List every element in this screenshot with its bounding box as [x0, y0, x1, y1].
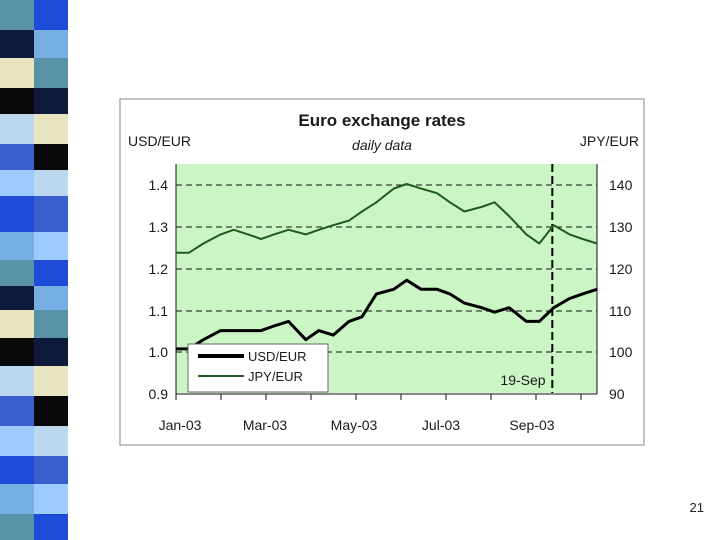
- strip-block: [34, 58, 68, 88]
- strip-block: [34, 338, 68, 366]
- legend-label: JPY/EUR: [248, 369, 303, 384]
- strip-block: [34, 426, 68, 456]
- slide-number: 21: [689, 500, 704, 515]
- y-axis-label-left: USD/EUR: [128, 133, 191, 149]
- x-tick-label: Jul-03: [422, 417, 460, 433]
- strip-block: [0, 58, 34, 88]
- strip-block: [0, 114, 34, 144]
- strip-block: [34, 484, 68, 514]
- strip-block: [34, 114, 68, 144]
- strip-block: [0, 366, 34, 396]
- strip-block: [0, 310, 34, 338]
- strip-block: [0, 196, 34, 232]
- chart-title: Euro exchange rates: [298, 111, 465, 130]
- strip-block: [0, 484, 34, 514]
- strip-block: [34, 88, 68, 114]
- x-tick-label: Mar-03: [243, 417, 288, 433]
- strip-block: [0, 30, 34, 58]
- y-tick-label-right: 110: [609, 303, 632, 319]
- strip-block: [0, 456, 34, 484]
- strip-block: [0, 514, 34, 540]
- y-tick-label-left: 1.2: [149, 261, 169, 277]
- strip-block: [34, 170, 68, 196]
- strip-block: [0, 338, 34, 366]
- y-tick-label-right: 100: [609, 344, 633, 360]
- x-tick-label: May-03: [331, 417, 378, 433]
- y-tick-label-right: 120: [609, 261, 633, 277]
- series-line-usd-eur: [176, 278, 598, 351]
- y-axis-label-right: JPY/EUR: [580, 133, 639, 149]
- x-tick-label: Jan-03: [159, 417, 202, 433]
- strip-block: [0, 232, 34, 260]
- strip-block: [34, 144, 68, 170]
- series-line-jpy-eur: [176, 183, 598, 254]
- annotation-label: 19-Sep: [500, 372, 545, 388]
- strip-block: [0, 286, 34, 310]
- strip-block: [34, 366, 68, 396]
- y-tick-label-left: 1.4: [149, 177, 169, 193]
- strip-block: [34, 456, 68, 484]
- strip-block: [34, 30, 68, 58]
- strip-block: [34, 0, 68, 30]
- strip-block: [34, 310, 68, 338]
- y-tick-label-left: 1.0: [149, 344, 169, 360]
- y-tick-label-right: 130: [609, 219, 633, 235]
- strip-block: [0, 0, 34, 30]
- strip-block: [34, 514, 68, 540]
- strip-block: [34, 286, 68, 310]
- decorative-side-strip: [0, 0, 68, 540]
- legend-box: [187, 343, 329, 393]
- y-tick-label-left: 1.1: [149, 303, 169, 319]
- strip-block: [34, 396, 68, 426]
- y-tick-label-right: 90: [609, 386, 625, 402]
- x-tick-label: Sep-03: [509, 417, 554, 433]
- legend-label: USD/EUR: [248, 349, 307, 364]
- strip-block: [34, 196, 68, 232]
- y-tick-label-left: 0.9: [149, 386, 169, 402]
- strip-block: [0, 260, 34, 286]
- strip-block: [34, 260, 68, 286]
- strip-block: [0, 144, 34, 170]
- strip-block: [34, 232, 68, 260]
- strip-block: [0, 170, 34, 196]
- y-tick-label-right: 140: [609, 177, 633, 193]
- strip-block: [0, 426, 34, 456]
- chart-subtitle: daily data: [352, 137, 412, 153]
- y-tick-label-left: 1.3: [149, 219, 169, 235]
- strip-block: [0, 88, 34, 114]
- strip-block: [0, 396, 34, 426]
